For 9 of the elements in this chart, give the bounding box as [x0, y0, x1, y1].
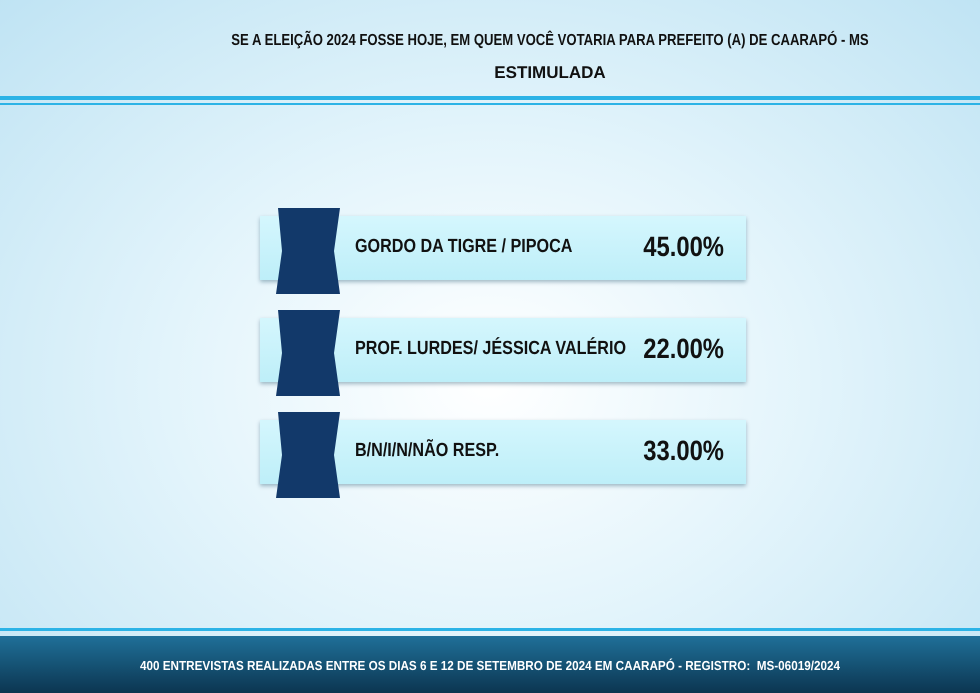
category-label: B/N/I/N/NÃO RESP. — [355, 440, 500, 462]
data-label: 45.00% — [643, 231, 724, 263]
category-label: GORDO DA TIGRE / PIPOCA — [355, 236, 572, 258]
data-label: 22.00% — [643, 333, 724, 365]
category-label: PROF. LURDES/ JÉSSICA VALÉRIO — [355, 338, 626, 360]
text: SE A ELEIÇÃO 2024 FOSSE HOJE, EM QUEM VOCÊ VOTARIA PARA PREFEITO (A) DE CAARAPÓ - MS — [230, 32, 870, 50]
text: 400 ENTREVISTAS REALIZADAS ENTRE OS DIAS 6 E 12 DE SETEMBRO DE 2024 EM CAARAPÓ - REGISTRO: MS-06019/2024 — [138, 658, 841, 673]
data-label: 33.00% — [643, 435, 724, 467]
text: ESTIMULADA — [493, 63, 607, 83]
